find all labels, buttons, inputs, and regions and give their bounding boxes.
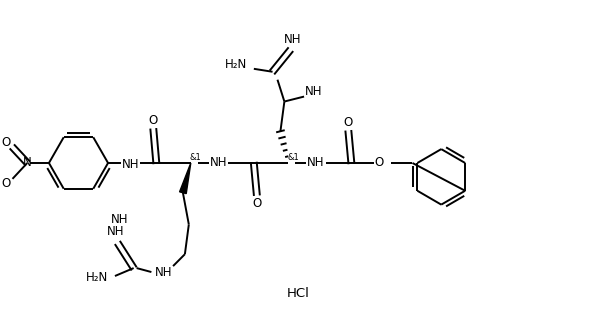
Text: &1: &1 <box>287 152 299 162</box>
Text: N: N <box>23 156 32 170</box>
Text: H₂N: H₂N <box>225 58 247 71</box>
Text: H₂N: H₂N <box>86 272 108 285</box>
Polygon shape <box>180 163 191 193</box>
Text: O: O <box>1 136 10 149</box>
Text: NH: NH <box>107 225 124 238</box>
Text: &1: &1 <box>190 152 201 162</box>
Text: NH: NH <box>122 159 139 172</box>
Text: O: O <box>1 177 10 190</box>
Text: II: II <box>112 217 118 227</box>
Text: O: O <box>148 114 158 127</box>
Text: O: O <box>344 116 353 129</box>
Text: NH: NH <box>305 85 323 98</box>
Text: NH: NH <box>111 213 129 226</box>
Text: NH: NH <box>210 156 227 170</box>
Text: HCl: HCl <box>287 287 310 300</box>
Text: O: O <box>374 156 383 170</box>
Text: O: O <box>252 197 261 210</box>
Text: NH: NH <box>154 266 172 278</box>
Text: NH: NH <box>284 33 301 46</box>
Text: NH: NH <box>307 156 325 170</box>
